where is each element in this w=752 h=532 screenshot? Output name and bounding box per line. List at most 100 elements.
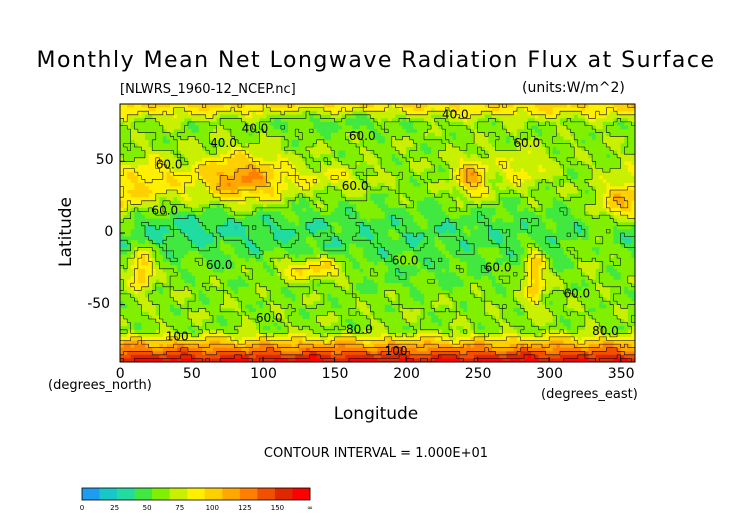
heatmap-cell	[449, 261, 468, 266]
heatmap-cell	[120, 236, 150, 241]
heatmap-cell	[177, 190, 185, 195]
heatmap-cell	[552, 218, 582, 223]
heatmap-cell	[459, 344, 468, 349]
heatmap-cell	[216, 172, 225, 177]
heatmap-cell	[137, 164, 168, 170]
heatmap-cell	[184, 254, 203, 259]
heatmap-cell	[538, 247, 543, 252]
heatmap-cell	[441, 240, 461, 245]
heatmap-cell	[531, 272, 540, 277]
heatmap-cell	[463, 225, 468, 231]
heatmap-cell	[431, 121, 436, 127]
heatmap-cell	[366, 111, 407, 116]
heatmap-cell	[202, 147, 218, 152]
heatmap-cell	[538, 125, 557, 130]
heatmap-cell	[506, 125, 525, 130]
heatmap-cell	[359, 229, 371, 234]
heatmap-cell	[570, 129, 635, 134]
heatmap-cell	[173, 340, 178, 345]
heatmap-cell	[620, 272, 635, 277]
heatmap-cell	[238, 254, 264, 259]
heatmap-cell	[441, 207, 472, 213]
heatmap-cell	[438, 150, 464, 155]
heatmap-cell	[542, 301, 550, 306]
heatmap-cell	[223, 329, 239, 334]
heatmap-cell	[538, 200, 554, 205]
heatmap-cell	[513, 182, 522, 188]
heatmap-cell	[298, 107, 325, 112]
heatmap-cell	[220, 233, 246, 238]
heatmap-cell	[130, 129, 139, 134]
heatmap-cell	[205, 114, 214, 119]
heatmap-cell	[441, 333, 472, 338]
heatmap-cell	[470, 125, 475, 130]
heatmap-cell	[423, 107, 432, 112]
heatmap-cell	[205, 207, 225, 213]
heatmap-cell	[484, 340, 550, 345]
heatmap-cell	[198, 308, 207, 313]
heatmap-cell	[624, 290, 635, 295]
heatmap-cell	[491, 182, 497, 188]
heatmap-cell	[145, 215, 171, 220]
heatmap-cell	[280, 129, 289, 134]
heatmap-cell	[427, 258, 450, 263]
heatmap-cell	[141, 286, 153, 291]
x-tick-label: 200	[393, 366, 420, 382]
heatmap-cell	[527, 272, 532, 277]
heatmap-cell	[316, 319, 339, 324]
heatmap-cell	[416, 233, 425, 238]
heatmap-cell	[570, 175, 579, 180]
heatmap-cell	[352, 265, 361, 270]
heatmap-cell	[123, 118, 128, 123]
heatmap-cell	[459, 276, 475, 281]
heatmap-cell	[316, 175, 329, 180]
heatmap-cell	[613, 254, 633, 259]
heatmap-cell	[280, 143, 293, 148]
heatmap-cell	[212, 268, 225, 274]
heatmap-cell	[491, 268, 525, 274]
heatmap-cell	[356, 258, 368, 263]
heatmap-cell	[270, 225, 278, 231]
heatmap-cell	[524, 308, 550, 313]
heatmap-cell	[534, 118, 561, 123]
heatmap-cell	[198, 164, 246, 170]
heatmap-cell	[130, 229, 146, 234]
heatmap-cell	[606, 207, 622, 213]
heatmap-cell	[513, 215, 543, 220]
heatmap-cell	[438, 322, 443, 327]
heatmap-cell	[309, 347, 368, 352]
heatmap-cell	[499, 107, 518, 112]
heatmap-cell	[491, 344, 511, 349]
heatmap-cell	[502, 179, 511, 184]
heatmap-cell	[170, 358, 178, 362]
heatmap-cell	[191, 319, 203, 324]
heatmap-cell	[420, 147, 432, 152]
heatmap-cell	[359, 125, 368, 130]
heatmap-cell	[581, 279, 586, 284]
heatmap-cell	[137, 297, 150, 302]
heatmap-cell	[248, 190, 261, 195]
heatmap-cell	[305, 276, 346, 281]
heatmap-cell	[524, 258, 529, 263]
heatmap-cell	[481, 293, 504, 299]
heatmap-cell	[152, 254, 164, 259]
heatmap-cell	[159, 250, 168, 256]
heatmap-cell	[542, 290, 550, 295]
heatmap-cell	[195, 161, 211, 166]
heatmap-cell	[134, 329, 157, 334]
heatmap-cell	[624, 354, 635, 360]
heatmap-cell	[606, 179, 635, 184]
heatmap-cell	[295, 193, 307, 198]
heatmap-cell	[241, 111, 253, 116]
heatmap-cell	[516, 329, 543, 334]
heatmap-cell	[209, 161, 218, 166]
heatmap-cell	[463, 182, 482, 188]
heatmap-cell	[456, 132, 475, 137]
heatmap-cell	[216, 276, 239, 281]
heatmap-cell	[370, 308, 386, 313]
heatmap-cell	[449, 175, 457, 180]
heatmap-cell	[434, 121, 464, 127]
heatmap-cell	[162, 268, 178, 274]
heatmap-cell	[134, 344, 146, 349]
units-label: (units:W/m^2)	[522, 80, 625, 96]
